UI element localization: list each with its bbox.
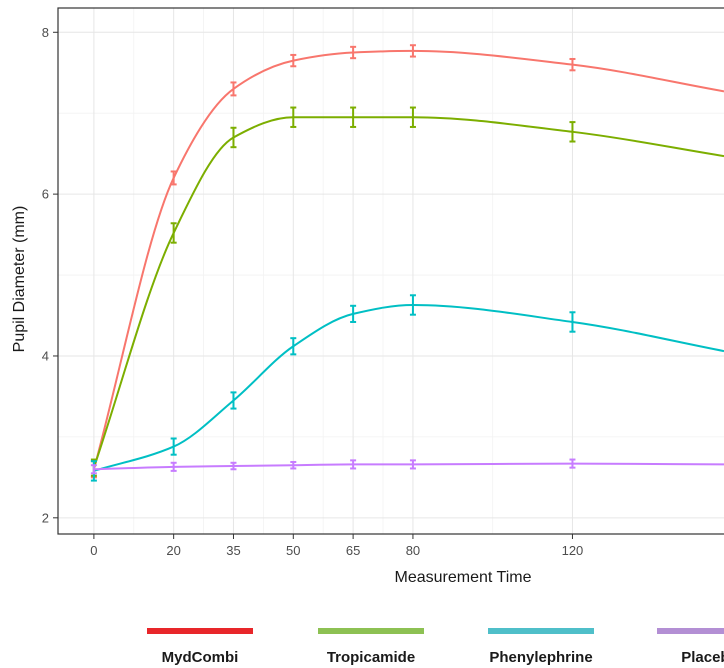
error-bar-tropicamide: [230, 126, 237, 149]
error-bar-mydcombi: [290, 53, 297, 68]
legend-item-tropicamide: Tropicamide: [318, 628, 424, 666]
error-bar-placebo: [290, 460, 297, 470]
legend-swatch-phenylephrine: [488, 628, 594, 634]
error-bar-mydcombi: [409, 44, 416, 58]
grid-layer: [58, 8, 724, 534]
legend-label-tropicamide: Tropicamide: [327, 649, 415, 666]
error-bar-placebo: [409, 459, 416, 470]
legend-label-placebo: Placebo: [681, 649, 724, 666]
error-bar-placebo: [170, 461, 177, 472]
error-bar-mydcombi: [569, 57, 576, 72]
error-bar-tropicamide: [569, 121, 576, 143]
error-bar-phenylephrine: [350, 304, 357, 323]
error-bar-mydcombi: [350, 45, 357, 60]
plot-border: [57, 7, 724, 535]
error-bar-tropicamide: [170, 222, 177, 244]
y-tick-label: 4: [42, 348, 49, 363]
legend-item-mydcombi: MydCombi: [147, 628, 253, 666]
legend-item-phenylephrine: Phenylephrine: [488, 628, 594, 666]
error-bar-tropicamide: [409, 106, 416, 128]
error-bar-phenylephrine: [569, 311, 576, 333]
legend-label-phenylephrine: Phenylephrine: [489, 649, 592, 666]
legend-label-mydcombi: MydCombi: [162, 649, 239, 666]
x-tick-label: 50: [286, 543, 300, 558]
error-bar-placebo: [350, 459, 357, 470]
x-tick-label: 80: [406, 543, 420, 558]
x-tick-label: 35: [226, 543, 240, 558]
error-bar-placebo: [90, 464, 97, 475]
error-bar-phenylephrine: [170, 437, 177, 456]
legend-swatch-tropicamide: [318, 628, 424, 634]
y-tick-label: 2: [42, 510, 49, 525]
error-bar-mydcombi: [230, 81, 237, 97]
x-tick-label: 120: [562, 543, 584, 558]
y-axis-title: Pupil Diameter (mm): [11, 206, 28, 353]
y-tick-label: 8: [42, 25, 49, 40]
legend-swatch-placebo: [657, 628, 724, 634]
error-bar-tropicamide: [290, 106, 297, 128]
legend-item-placebo: Placebo: [657, 628, 724, 666]
error-bar-phenylephrine: [409, 294, 416, 316]
legend-swatch-mydcombi: [147, 628, 253, 634]
series-placebo: [90, 458, 724, 475]
plot-background: [58, 8, 724, 534]
error-bar-phenylephrine: [290, 337, 297, 356]
error-bar-placebo: [569, 458, 576, 469]
x-tick-label: 65: [346, 543, 360, 558]
legend: MydCombi Tropicamide Phenylephrine Placebo: [147, 628, 724, 666]
error-bar-tropicamide: [350, 106, 357, 128]
x-tick-label: 0: [90, 543, 97, 558]
series-layer: [90, 44, 724, 482]
y-tick-label: 6: [42, 187, 49, 202]
error-bar-mydcombi: [170, 170, 177, 186]
x-tick-label: 20: [166, 543, 180, 558]
x-axis-title: Measurement Time: [395, 569, 532, 586]
error-bar-phenylephrine: [230, 391, 237, 410]
error-bar-placebo: [230, 461, 237, 471]
